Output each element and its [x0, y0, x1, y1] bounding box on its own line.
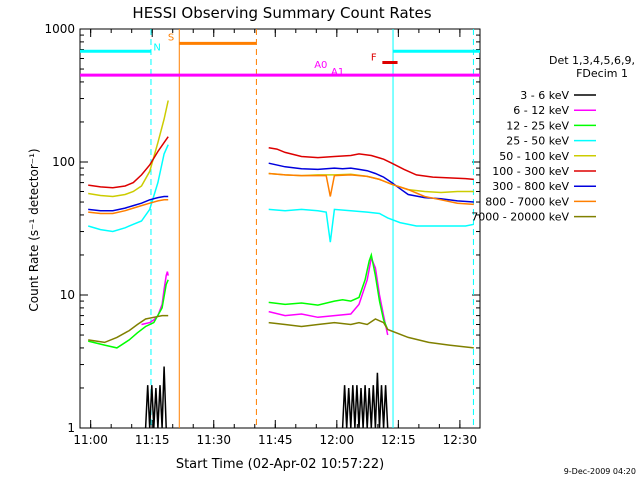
legend-label: 100 - 300 keV [492, 165, 569, 178]
x-tick-label: 11:45 [258, 433, 293, 447]
series-line [268, 208, 474, 243]
x-tick-label: 11:30 [196, 433, 231, 447]
annotation-label: F [371, 52, 377, 63]
series-line [88, 199, 169, 215]
legend-header-2: FDecim 1 [576, 67, 628, 80]
x-tick-label: 12:00 [320, 433, 355, 447]
series-line [88, 100, 169, 198]
series-line [88, 195, 169, 212]
series-line [268, 162, 474, 203]
legend-label: 7000 - 20000 keV [471, 211, 569, 224]
annotation-label: S [168, 32, 174, 43]
x-tick-label: 12:30 [443, 433, 478, 447]
plot-frame [79, 28, 481, 429]
series-line [88, 279, 169, 349]
series-line [144, 366, 167, 429]
x-tick-label: 12:15 [381, 433, 416, 447]
y-tick-label: 1000 [44, 22, 75, 36]
x-tick-label: 11:15 [135, 433, 170, 447]
series-line [88, 136, 169, 189]
timestamp: 9-Dec-2009 04:20 [564, 467, 636, 476]
annotation-label: N [153, 42, 160, 53]
annotation-label: A1 [331, 67, 344, 78]
y-tick-label: 10 [60, 288, 75, 302]
x-tick-label: 11:00 [73, 433, 108, 447]
series-line [341, 372, 389, 429]
y-tick-label: 1 [67, 421, 75, 435]
series-line [88, 314, 169, 344]
annotation-label: A0 [314, 60, 327, 71]
series-line [87, 144, 169, 233]
chart-title: HESSI Observing Summary Count Rates [132, 4, 431, 22]
series-line [268, 172, 474, 206]
series-line [268, 255, 389, 336]
y-tick-label: 100 [52, 155, 75, 169]
series-line [268, 252, 389, 330]
legend-label: 800 - 7000 keV [485, 195, 569, 208]
legend-label: 25 - 50 keV [506, 135, 569, 148]
legend-label: 300 - 800 keV [492, 180, 569, 193]
legend-label: 50 - 100 keV [499, 150, 569, 163]
legend-label: 12 - 25 keV [506, 119, 569, 132]
legend-label: 3 - 6 keV [520, 89, 569, 102]
series-line [268, 146, 474, 181]
legend-label: 6 - 12 keV [513, 104, 569, 117]
y-axis-label: Count Rate (s⁻¹ detector⁻¹) [27, 148, 41, 311]
x-axis-label: Start Time (02-Apr-02 10:57:22) [176, 457, 384, 472]
series-line [268, 318, 474, 349]
series-line [268, 172, 474, 194]
legend-header-1: Det 1,3,4,5,6,9, [549, 54, 635, 67]
